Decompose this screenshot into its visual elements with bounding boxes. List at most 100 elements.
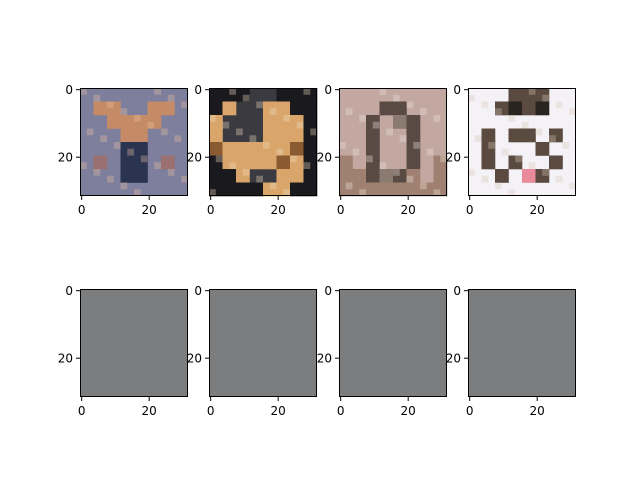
image-pixel xyxy=(366,115,380,129)
image-pixel xyxy=(468,94,475,102)
image-pixel xyxy=(236,142,250,156)
image-pixel xyxy=(167,169,175,176)
y-tick-label: 0 xyxy=(194,284,202,298)
image-pixel xyxy=(495,101,509,116)
image-pixel xyxy=(93,169,101,176)
image-pixel xyxy=(140,155,148,163)
image-pixel xyxy=(535,128,543,136)
image-pixel xyxy=(522,121,529,129)
image-pixel xyxy=(134,115,141,122)
image-pixel xyxy=(535,169,550,183)
image-pixel xyxy=(310,128,317,136)
x-tick-label: 20 xyxy=(401,203,416,217)
image-pixel xyxy=(290,115,304,129)
image-pixel xyxy=(209,169,223,183)
image-pixel xyxy=(222,182,237,197)
image-pixel xyxy=(209,101,223,116)
image-pixel xyxy=(209,128,223,143)
image-pixel xyxy=(393,182,407,197)
image-pixel xyxy=(147,101,162,116)
x-tick-label: 20 xyxy=(271,404,286,418)
image-pixel xyxy=(303,128,318,143)
image-pixel xyxy=(269,108,277,115)
x-tick-label: 20 xyxy=(401,404,416,418)
image-pixel xyxy=(474,135,482,142)
image-pixel xyxy=(420,182,434,197)
y-tick-label: 0 xyxy=(65,284,73,298)
image-pixel xyxy=(481,142,496,156)
y-tick-label: 20 xyxy=(58,151,73,165)
image-pixel xyxy=(181,175,188,183)
image-pixel xyxy=(276,115,291,129)
image-pixel xyxy=(276,128,291,143)
image-pixel xyxy=(120,155,135,170)
axes-frame xyxy=(468,289,576,397)
image-pixel xyxy=(161,101,175,116)
image-pixel xyxy=(413,142,420,149)
image-pixel xyxy=(495,182,502,190)
x-tick-label: 0 xyxy=(78,203,86,217)
image-pixel xyxy=(276,169,291,183)
image-pixel xyxy=(276,142,291,156)
image-pixel xyxy=(372,121,380,129)
axes-frame xyxy=(80,88,188,196)
image-pixel xyxy=(229,162,236,169)
image-pixel xyxy=(379,169,394,183)
image-pixel xyxy=(399,135,407,142)
image-pixel xyxy=(209,155,223,170)
image-pixel xyxy=(406,175,414,183)
image-pixel xyxy=(406,155,421,170)
y-tick-label: 20 xyxy=(446,151,461,165)
image-pixel xyxy=(495,108,502,115)
image-pixel xyxy=(366,182,380,197)
image-pixel xyxy=(555,175,563,183)
x-tick-label: 20 xyxy=(142,404,157,418)
image-background xyxy=(468,289,576,397)
image-pixel xyxy=(120,108,128,115)
image-pixel xyxy=(290,155,304,170)
image-pixel xyxy=(339,182,353,197)
image-pixel xyxy=(134,169,148,183)
image-pixel xyxy=(222,88,237,102)
image-pixel xyxy=(379,182,394,197)
subplot-bottom-1: 0 20 0 20 xyxy=(187,284,317,418)
image-pixel xyxy=(263,142,277,156)
y-tick-label: 20 xyxy=(187,352,202,366)
image-pixel xyxy=(339,169,353,183)
image-pixel xyxy=(209,115,223,129)
x-tick-label: 0 xyxy=(78,404,86,418)
axes-frame xyxy=(209,289,317,397)
image-pixel xyxy=(134,128,148,143)
image-pixel xyxy=(290,182,304,197)
image-pixel xyxy=(528,88,536,95)
image-pixel xyxy=(290,88,304,102)
image-pixel xyxy=(120,182,128,190)
image-pixel xyxy=(406,169,421,183)
image-pixel xyxy=(107,101,121,116)
image-pixel xyxy=(535,101,550,116)
y-tick-label: 20 xyxy=(446,352,461,366)
image-pixel xyxy=(406,128,421,143)
image-pixel xyxy=(290,101,304,116)
image-pixel xyxy=(249,155,264,170)
image-pixel xyxy=(303,162,311,169)
subplot-bottom-2: 0 20 0 20 xyxy=(317,284,447,418)
image-pixel xyxy=(215,155,223,163)
image-pixel xyxy=(222,121,230,129)
image-pixel xyxy=(120,115,135,129)
image-background xyxy=(339,289,447,397)
image-pixel xyxy=(508,155,523,170)
image-pixel xyxy=(481,155,496,170)
image-pixel xyxy=(386,128,393,136)
subplot-top-1: 0 20 0 20 xyxy=(187,83,318,217)
image-pixel xyxy=(366,155,373,163)
image-pixel xyxy=(236,169,250,183)
image-pixel xyxy=(276,155,291,170)
x-tick-label: 20 xyxy=(142,203,157,217)
image-pixel xyxy=(242,94,250,102)
image-pixel xyxy=(366,128,380,143)
image-pixel xyxy=(393,101,407,116)
image-pixel xyxy=(501,148,509,156)
image-pixel xyxy=(345,108,353,115)
